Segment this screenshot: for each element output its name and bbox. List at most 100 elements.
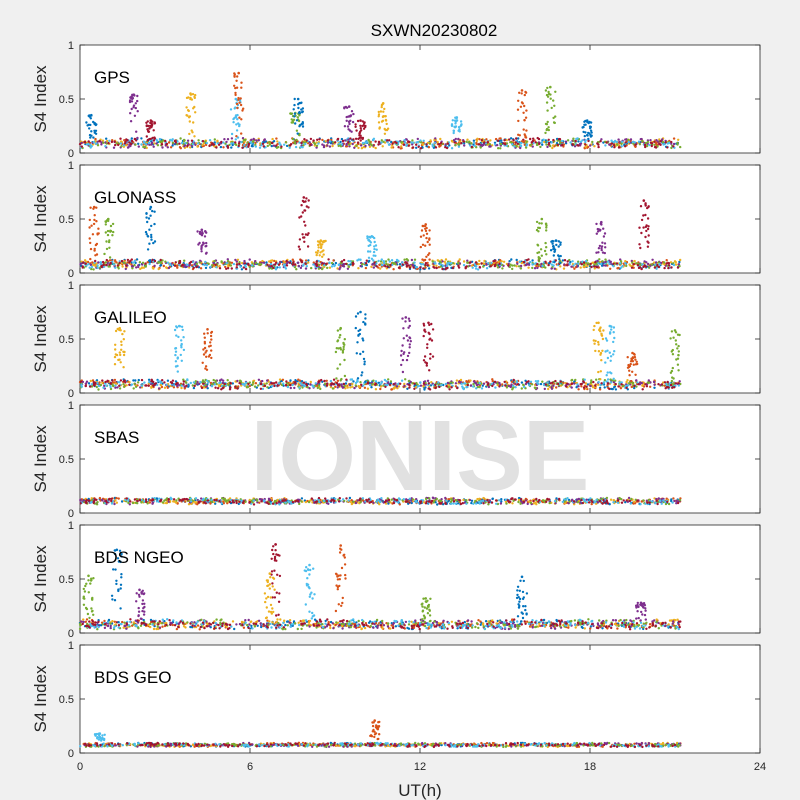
peak-point [677,344,680,348]
data-point [612,141,616,144]
data-point [674,382,678,385]
peak-point [645,229,648,233]
data-point [554,259,557,262]
data-point [331,144,334,148]
data-point [232,262,236,266]
data-point [186,144,189,148]
data-point [652,261,656,264]
peak-point [234,91,237,95]
data-point [257,378,261,381]
data-point [579,383,582,386]
data-point [244,267,248,271]
peak-point [377,113,381,116]
data-point [599,262,603,266]
peak-point [115,353,119,357]
data-point [254,261,258,265]
peak-point [354,137,358,140]
data-point [445,267,448,270]
data-point [597,380,600,384]
peak-point [670,379,674,383]
data-point [573,267,576,270]
data-point [546,145,549,149]
data-point [582,261,586,264]
data-point [305,383,309,387]
peak-point [362,357,366,361]
data-point [650,263,653,266]
data-point [135,258,139,261]
data-point [202,382,205,385]
peak-point [150,238,153,241]
data-point [365,141,368,144]
data-point [625,380,628,384]
data-point [140,137,143,140]
data-point [530,141,533,144]
y-tick-label: 0.5 [59,94,74,106]
peak-point [669,337,672,340]
data-point [199,267,203,270]
data-point [131,267,134,270]
data-point [455,379,459,382]
data-point [174,261,177,264]
peak-point [537,230,540,233]
data-point [321,143,324,146]
data-point [502,142,505,145]
peak-point [352,112,355,116]
data-point [359,264,362,268]
peak-point [345,106,349,110]
peak-point [427,253,430,257]
data-point [644,265,648,268]
data-point [470,145,474,149]
data-point [157,267,160,271]
data-point [289,383,292,387]
data-point [318,138,321,141]
data-point [536,262,539,266]
data-point [531,259,534,262]
data-point [452,139,456,142]
data-point [439,144,442,147]
data-point [245,386,249,389]
peak-point [128,100,132,104]
data-point [265,382,268,385]
peak-point [605,374,608,377]
data-point [424,266,427,269]
data-point [363,386,367,389]
data-point [550,263,553,266]
data-point [563,263,566,266]
peak-point [671,366,674,370]
data-point [337,263,341,266]
data-point [454,382,458,385]
data-point [482,265,485,268]
data-point [294,381,297,384]
peak-point [336,329,340,332]
data-point [413,258,417,261]
data-point [617,385,620,388]
data-point [663,384,666,387]
data-point [468,140,471,143]
data-point [266,386,269,389]
data-point [225,262,228,265]
data-point [496,266,500,269]
data-point [590,265,593,269]
data-point [267,141,270,144]
data-point [101,381,104,384]
data-point [380,263,384,267]
data-point [674,261,677,264]
data-point [658,142,661,146]
peak-point [431,355,435,358]
peak-point [318,254,321,257]
data-point [618,381,621,384]
data-point [263,138,266,141]
data-point [270,265,273,268]
peak-point [535,220,539,224]
peak-point [338,363,342,366]
data-point [451,381,454,384]
data-point [399,147,402,150]
data-point [105,384,108,387]
peak-point [295,129,299,132]
data-point [185,384,188,387]
data-point [515,144,518,148]
data-point [140,266,143,270]
data-point [114,386,117,389]
data-point [366,381,370,384]
peak-point [545,229,548,232]
